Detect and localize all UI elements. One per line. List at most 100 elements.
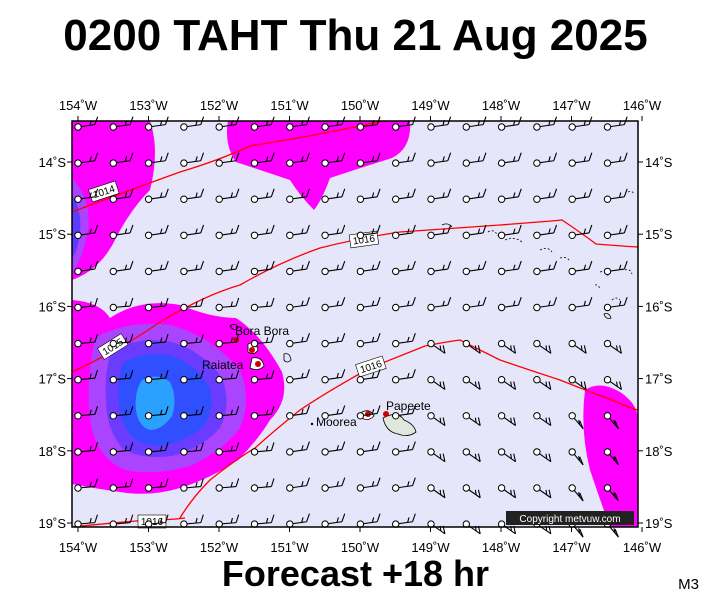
wind-barb <box>215 406 240 420</box>
wind-barb <box>215 333 240 348</box>
lon-label-bottom: 147˚W <box>552 540 591 555</box>
wind-barb <box>286 513 310 528</box>
lat-label-left: 14˚S <box>39 155 67 170</box>
wind-barb <box>603 412 619 430</box>
wind-barb <box>568 296 593 312</box>
wind-barb <box>427 339 446 354</box>
wind-barb <box>215 370 240 384</box>
island-tupai <box>229 324 239 330</box>
lon-label-top: 149˚W <box>411 98 450 113</box>
wind-barb <box>497 260 522 276</box>
wind-barb <box>180 260 205 276</box>
wind-barb <box>321 441 346 456</box>
wind-barb <box>144 333 169 348</box>
wind-barb <box>109 152 134 167</box>
wind-barb <box>392 224 416 240</box>
copyright-badge <box>506 511 634 525</box>
axis-ticks <box>67 116 643 532</box>
atoll-8 <box>611 297 621 301</box>
wind-barb <box>356 188 381 203</box>
wind-barb <box>568 339 587 354</box>
wind-barb <box>497 188 522 203</box>
wind-barb <box>250 260 275 276</box>
wind-barb <box>74 478 98 492</box>
wind-barb <box>533 224 558 240</box>
wind-barb <box>427 188 452 203</box>
wind-barb <box>427 412 446 427</box>
wind-barb <box>286 224 310 240</box>
wind-barb <box>109 442 134 456</box>
lon-label-top: 154˚W <box>59 98 98 113</box>
wind-barb <box>462 260 487 276</box>
wind-barb <box>180 152 205 167</box>
wind-barb <box>603 260 628 276</box>
wind-barb <box>392 260 416 276</box>
lon-label-bottom: 150˚W <box>341 540 380 555</box>
chart-title: 0200 TAHT Thu 21 Aug 2025 <box>63 11 648 60</box>
wind-barb <box>427 484 446 499</box>
wind-barb <box>74 370 98 384</box>
lon-label-bottom: 154˚W <box>59 540 98 555</box>
wind-barb <box>109 370 134 384</box>
wind-barb <box>356 260 381 276</box>
wind-barb <box>74 333 98 348</box>
wind-barb <box>497 339 517 354</box>
wind-barb <box>392 477 416 492</box>
wind-barb <box>462 448 481 463</box>
wind-barb <box>462 339 481 354</box>
wind-barb <box>286 333 310 348</box>
wind-barb <box>250 188 275 203</box>
wind-barb <box>321 152 346 167</box>
wind-barb <box>392 188 416 203</box>
wind-barb <box>603 152 628 167</box>
wind-barb <box>109 260 134 276</box>
wind-barb <box>144 297 169 312</box>
wind-barb <box>392 441 416 456</box>
wind-barb <box>286 405 310 420</box>
wind-barb <box>533 339 552 354</box>
longitude-labels: 154˚W 154˚W 153˚W 153˚W 152˚W 152˚W 151˚W 151˚W… <box>59 98 662 555</box>
wind-barb <box>74 116 99 131</box>
lat-label-left: 18˚S <box>39 444 67 459</box>
wind-barb <box>321 513 346 528</box>
wind-barb <box>215 297 240 312</box>
wind-barb <box>144 406 169 420</box>
lat-label-right: 18˚S <box>645 444 673 459</box>
tahaa-marker <box>249 347 255 353</box>
wind-barb <box>109 224 134 240</box>
lon-label-top: 148˚W <box>482 98 521 113</box>
wind-barb <box>286 296 310 312</box>
wind-barb <box>286 477 310 492</box>
wind-barb <box>356 224 381 240</box>
wind-barb <box>603 224 628 240</box>
wind-barb <box>180 297 204 312</box>
lat-label-left: 15˚S <box>39 227 67 242</box>
wind-barb <box>533 152 558 167</box>
wind-barb <box>462 376 481 390</box>
wind-barb <box>568 188 593 203</box>
wind-barb <box>180 333 204 348</box>
wind-barb <box>74 297 98 312</box>
wind-barb <box>603 484 619 502</box>
island-huahine <box>283 353 292 363</box>
wind-barb <box>427 448 446 463</box>
wind-barb <box>74 442 98 456</box>
wind-barb <box>356 513 381 528</box>
wind-barb <box>392 513 416 528</box>
wind-barb <box>356 333 381 348</box>
wind-barb <box>392 296 416 312</box>
wind-barb <box>427 152 452 167</box>
wind-barb <box>462 188 487 203</box>
wind-barb <box>497 448 517 463</box>
wind-barb <box>286 116 310 131</box>
wind-barb <box>144 514 169 528</box>
wind-barb <box>321 369 346 384</box>
wind-barb <box>392 369 416 384</box>
wind-barb <box>533 188 558 203</box>
wind-barb <box>392 405 416 420</box>
wind-barb <box>356 296 381 312</box>
wind-barb <box>356 152 381 167</box>
wind-barb <box>533 412 552 427</box>
atoll-9 <box>603 313 612 319</box>
wind-barb <box>109 406 134 420</box>
